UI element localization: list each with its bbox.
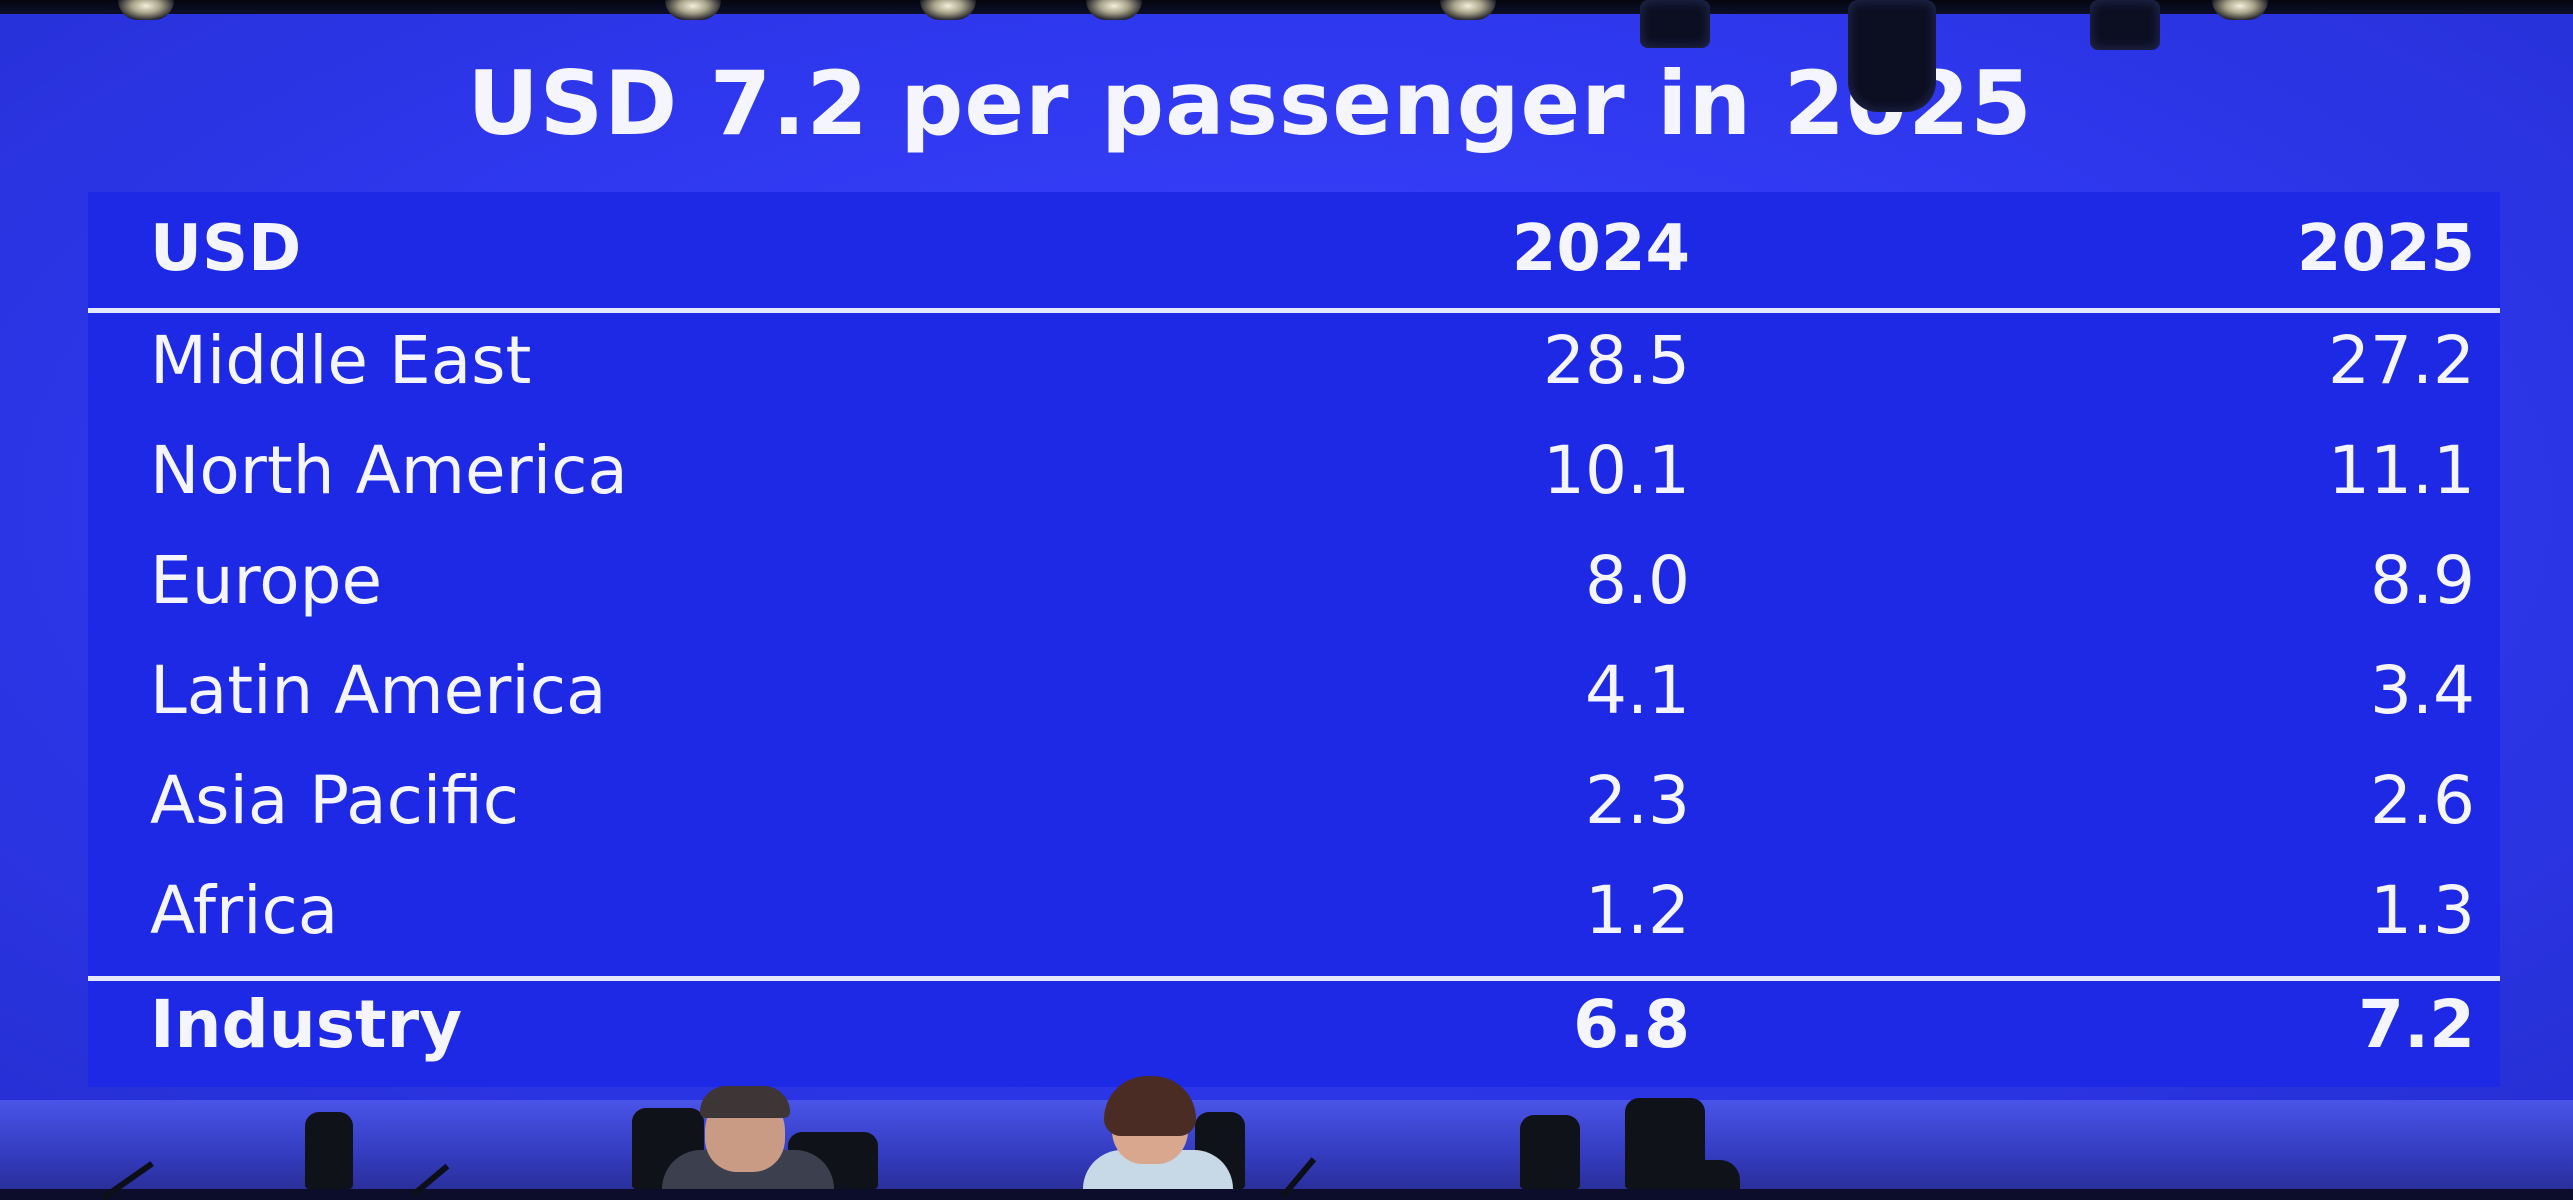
table-row-2024-value: 28.5 [1543,322,1690,399]
table-row-2024-value: 2.3 [1585,762,1690,839]
table-row-region: Europe [150,542,383,619]
panelist-man-hair [700,1086,790,1118]
stage-floor [0,1100,2573,1189]
total-row-label: Industry [150,986,463,1063]
stage-light [920,0,976,20]
table-row-2025-value: 2.6 [2370,762,2475,839]
table-row-region: Asia Pacific [150,762,520,839]
table-row-2025-value: 3.4 [2370,652,2475,729]
table-row-region: Middle East [150,322,532,399]
stage-light [1086,0,1142,20]
light-rig [2090,0,2160,50]
column-header-2025: 2025 [2296,212,2475,286]
header-rule [88,308,2500,313]
column-header-2024: 2024 [1511,212,1690,286]
column-header-usd: USD [150,212,302,286]
table-row-region: Latin America [150,652,607,729]
stage-light [2212,0,2268,20]
table-row-2025-value: 1.3 [2370,872,2475,949]
total-row-2024-value: 6.8 [1573,986,1690,1063]
table-row-region: North America [150,432,628,509]
table-row-2025-value: 27.2 [2328,322,2475,399]
camera-fixture [1848,0,1936,112]
empty-chair-base [1640,1160,1740,1189]
stage-light [1440,0,1496,20]
stage-light [118,0,174,20]
total-rule [88,976,2500,981]
empty-chair [1520,1115,1580,1189]
table-row-2024-value: 10.1 [1543,432,1690,509]
table-row-2025-value: 8.9 [2370,542,2475,619]
empty-chair [305,1112,353,1189]
slide-title: USD 7.2 per passenger in 2025 [467,52,2033,155]
table-row-region: Africa [150,872,339,949]
total-row-2025-value: 7.2 [2358,986,2475,1063]
light-rig [1640,0,1710,48]
table-panel [88,192,2500,1087]
panelist-woman-hair [1104,1076,1196,1136]
table-row-2024-value: 1.2 [1585,872,1690,949]
table-row-2025-value: 11.1 [2328,432,2475,509]
table-row-2024-value: 8.0 [1585,542,1690,619]
table-row-2024-value: 4.1 [1585,652,1690,729]
stage-light [665,0,721,20]
